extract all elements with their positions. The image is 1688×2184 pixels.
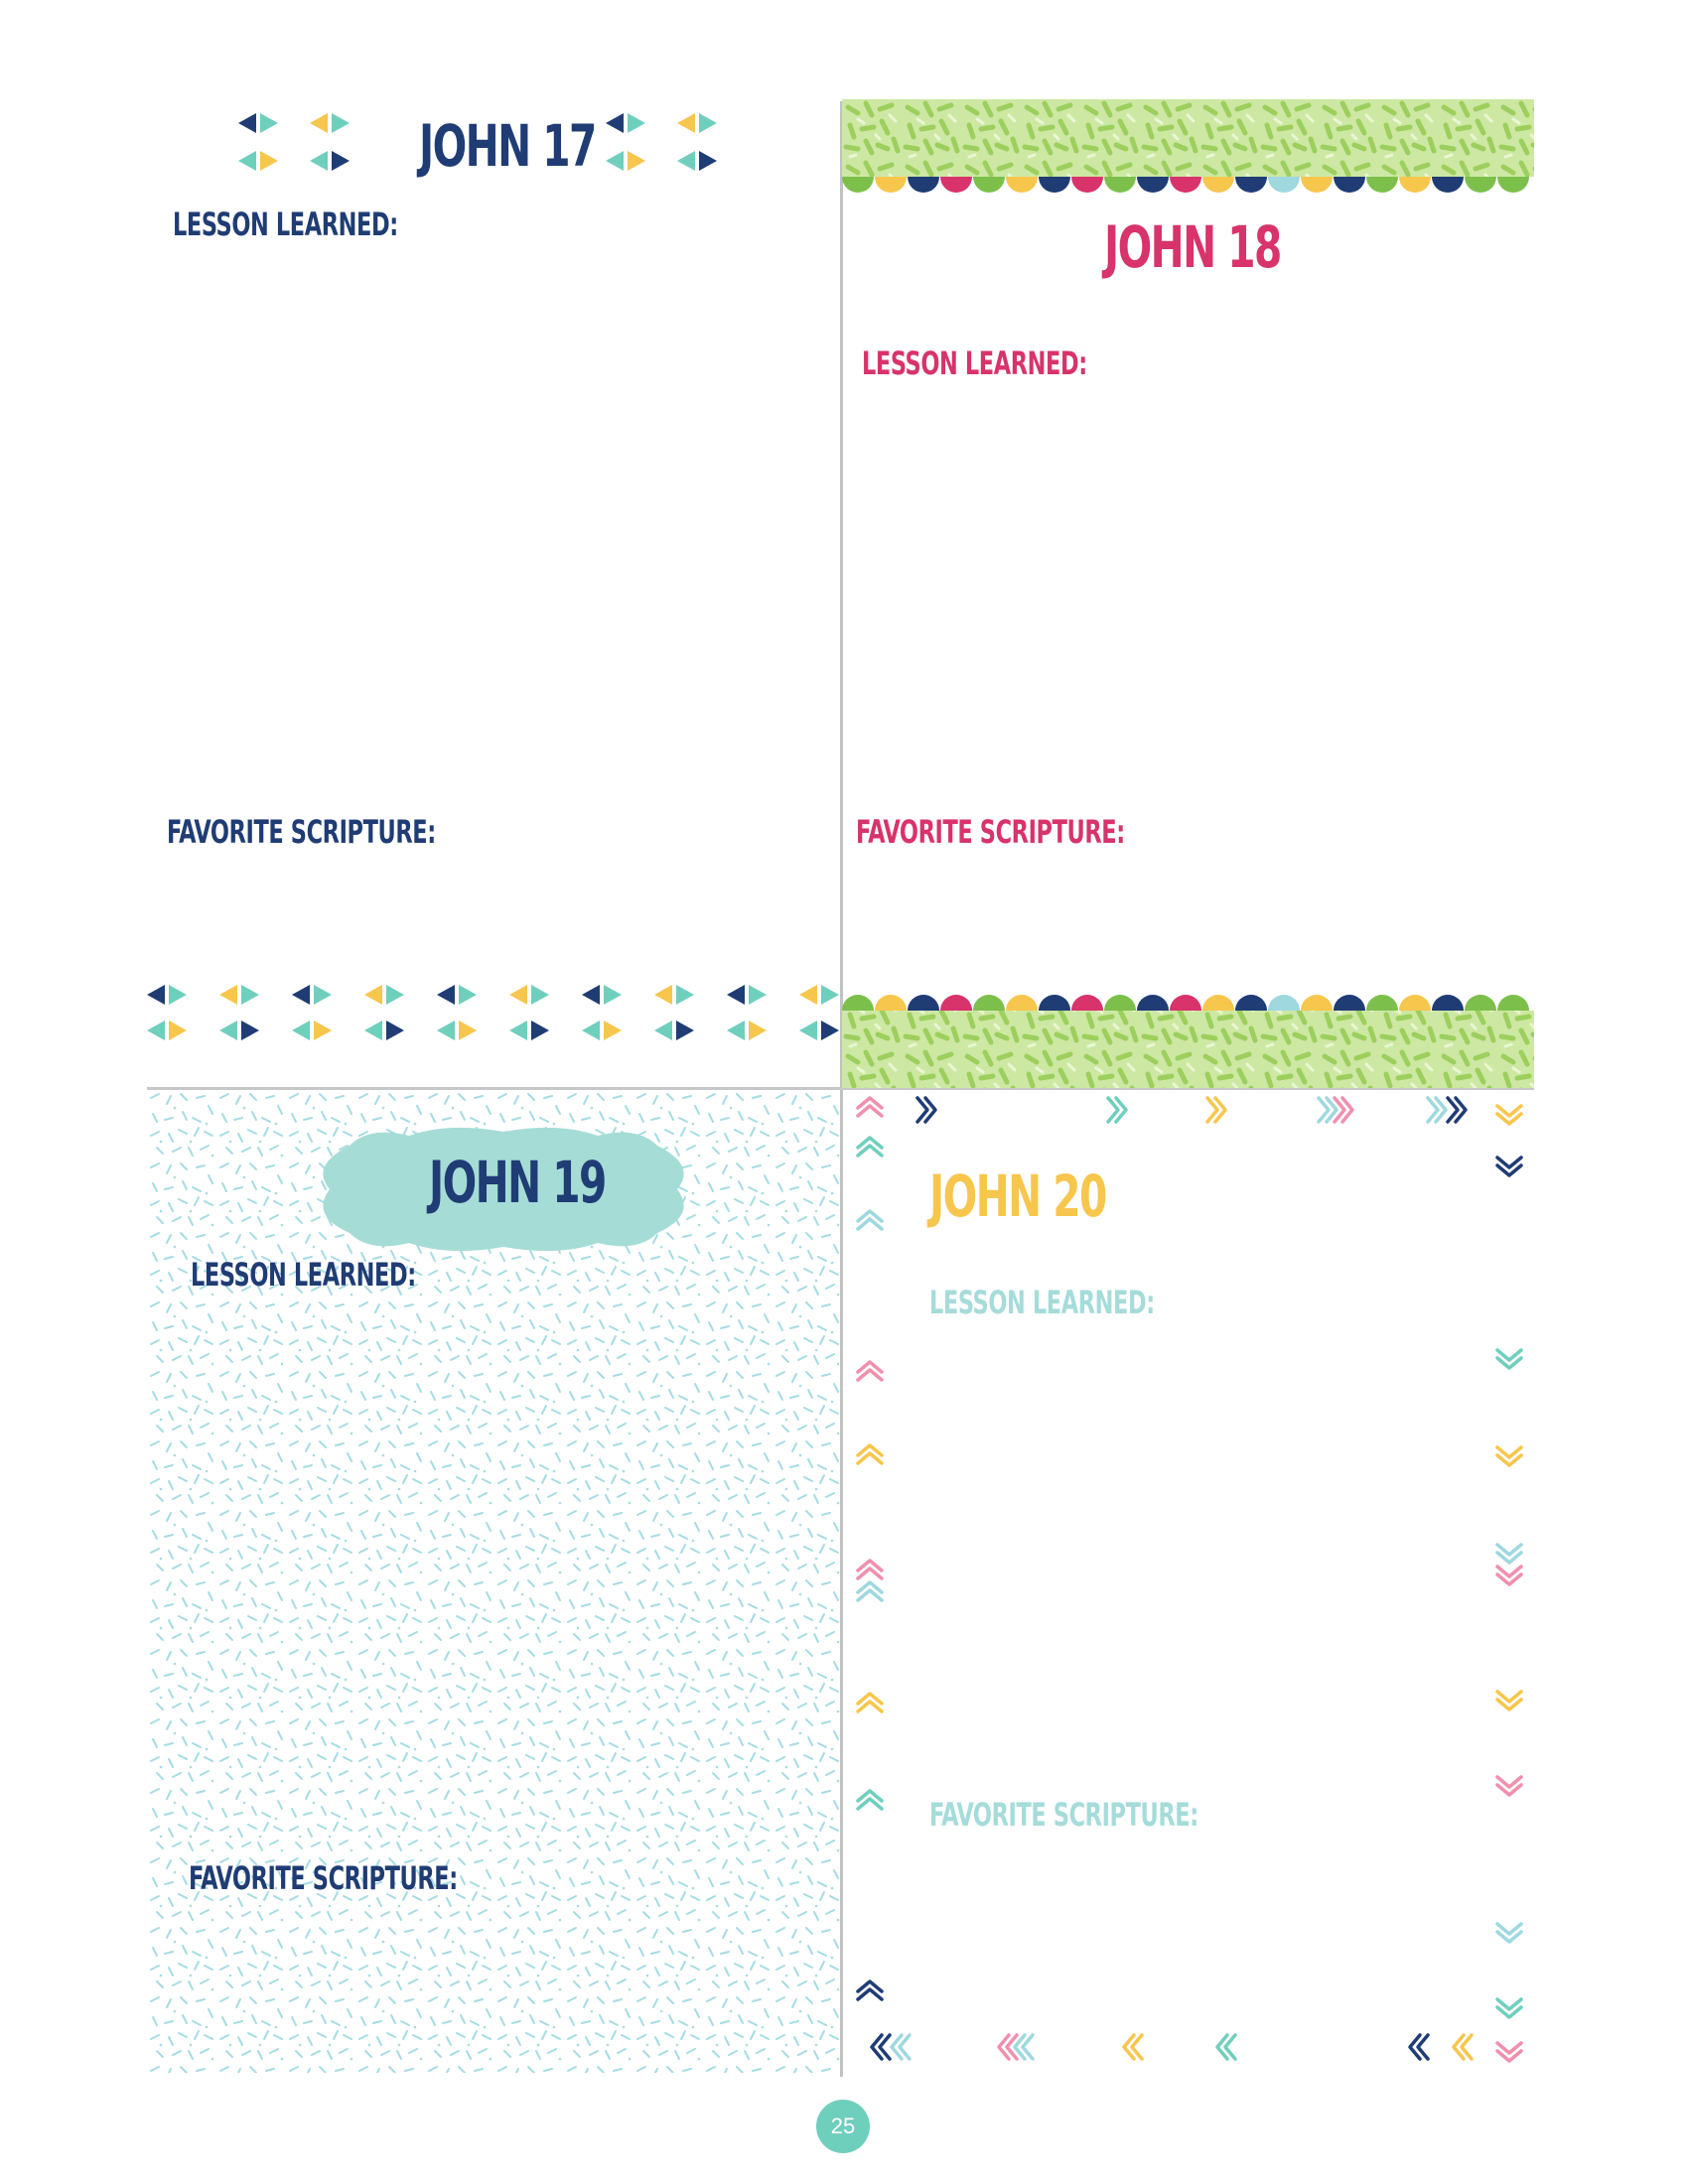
- lesson-learned-label: LESSON LEARNED:: [191, 1256, 416, 1294]
- confetti-scallop-banner: [842, 995, 1534, 1088]
- page-number: 25: [816, 2100, 870, 2153]
- section-title-john-17: JOHN 17: [419, 112, 597, 180]
- john19-sprinkle-background: [147, 1090, 840, 2073]
- confetti-scallop-banner: [842, 99, 1534, 193]
- lesson-learned-label: LESSON LEARNED:: [173, 205, 398, 243]
- triangle-band-divider: [147, 985, 839, 1040]
- section-title-john-19: JOHN 19: [429, 1149, 607, 1216]
- favorite-scripture-label: FAVORITE SCRIPTURE:: [167, 813, 436, 851]
- favorite-scripture-label: FAVORITE SCRIPTURE:: [189, 1859, 458, 1897]
- lesson-learned-label: LESSON LEARNED:: [929, 1284, 1155, 1321]
- section-title-john-18: JOHN 18: [1104, 213, 1282, 281]
- horizontal-divider: [147, 1087, 1534, 1090]
- chevron-border: [856, 1096, 1523, 2063]
- favorite-scripture-label: FAVORITE SCRIPTURE:: [929, 1796, 1198, 1834]
- favorite-scripture-label: FAVORITE SCRIPTURE:: [856, 813, 1125, 851]
- triangle-cluster-icon: [238, 113, 350, 171]
- cloud-label-badge: [323, 1127, 684, 1252]
- section-title-john-20: JOHN 20: [929, 1162, 1107, 1230]
- triangle-cluster-icon: [606, 113, 717, 171]
- lesson-learned-label: LESSON LEARNED:: [862, 344, 1087, 382]
